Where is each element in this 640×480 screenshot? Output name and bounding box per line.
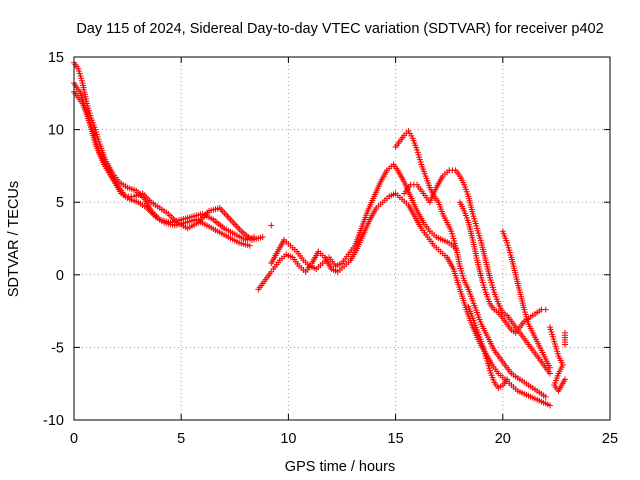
y-tick-label: 0 [56,268,64,284]
y-axis-label: SDTVAR / TECUs [6,181,22,297]
data-point [561,341,568,348]
x-tick-label: 10 [280,431,296,447]
y-tick-label: -10 [43,413,64,429]
data-point [542,393,549,400]
data-point [259,234,266,241]
data-point [246,242,253,249]
x-tick-label: 0 [70,431,78,447]
x-tick-label: 20 [495,431,511,447]
series-trace-g [401,167,553,377]
grid [74,57,610,420]
x-axis-label: GPS time / hours [285,459,395,475]
data-point [546,364,553,371]
x-tick-label: 15 [388,431,404,447]
data-points [71,59,568,409]
series-trace-d [268,161,459,272]
data-point [561,376,568,383]
plot-frame [73,56,611,421]
x-tick-label: 5 [177,431,185,447]
series-trace-i [499,228,553,371]
series-trace-h [456,199,549,336]
y-tick-label: 5 [56,195,64,211]
x-tick-label: 25 [602,431,618,447]
data-point [268,268,275,275]
axis-ticks: 0 5 10 15 20 25 -10 -5 0 5 10 15 [43,50,618,447]
data-point [504,376,511,383]
data-point [542,306,549,313]
chart-title: Day 115 of 2024, Sidereal Day-to-day VTE… [76,21,603,37]
y-tick-label: 15 [48,50,64,66]
y-tick-label: 10 [48,123,64,139]
data-point [268,222,275,229]
series-trace-b [71,80,253,249]
series-trace-f [392,128,549,400]
data-point [546,402,553,409]
series-trace-e [270,190,553,409]
y-tick-label: -5 [51,340,64,356]
series-trace-j [465,303,511,392]
data-point [546,370,553,377]
series-trace-k [255,222,568,394]
series-trace-c [71,88,266,243]
